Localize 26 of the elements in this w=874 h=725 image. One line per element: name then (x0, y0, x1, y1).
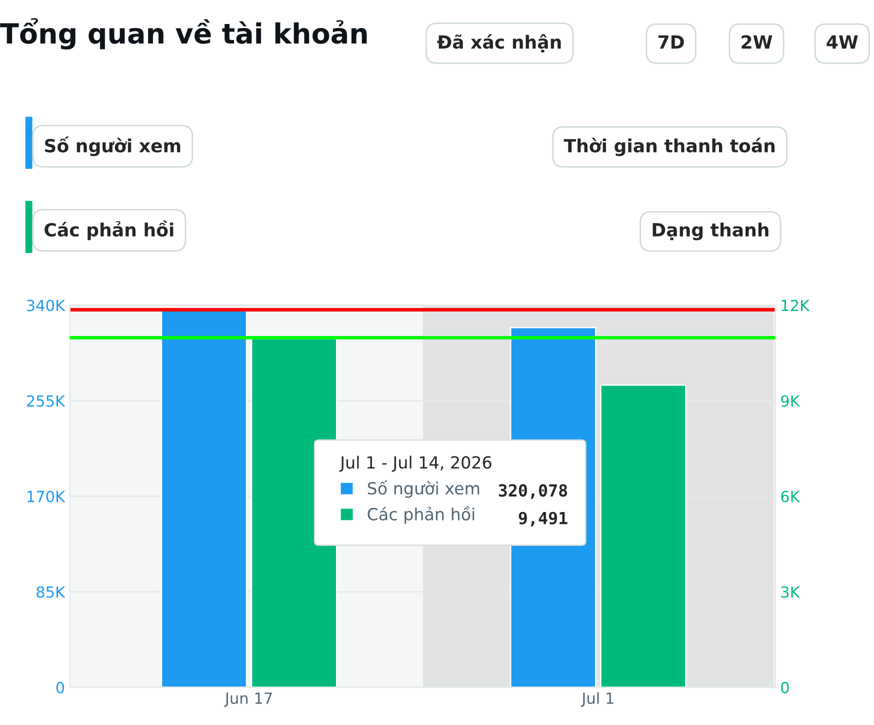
text: Thời gian thanh toán (564, 138, 775, 156)
annotation: 320,078 (498, 484, 568, 499)
chart-title: Tổng quan về tài khoản (0, 18, 367, 50)
text: Đã xác nhận (437, 34, 561, 52)
y-tick-label: 340K (27, 300, 66, 312)
text: 4W (826, 35, 858, 49)
y-tick-label: 0 (56, 682, 64, 694)
y2-tick-label: 3K (781, 586, 800, 598)
text: 2W (742, 35, 772, 49)
y-tick-label: 85K (36, 586, 66, 598)
legend-label: Số người xem (368, 480, 480, 498)
y2-tick-label: 6K (781, 490, 800, 502)
text: Số người xem (44, 136, 180, 156)
x-tick-label: Jun 17 (224, 692, 272, 707)
legend-title: Jul 1 - Jul 14, 2026 (339, 456, 492, 472)
y-tick-label: 170K (28, 490, 66, 502)
y-tick-label: 255K (27, 395, 66, 407)
annotation: 9,491 (518, 512, 568, 526)
text: Dạng thanh (652, 222, 768, 240)
y2-tick-label: 0 (781, 682, 789, 694)
text: 7D (658, 35, 684, 49)
text: Các phản hồi (44, 220, 174, 240)
x-tick-label: Jul 1 (580, 692, 614, 707)
y2-tick-label: 9K (781, 395, 800, 407)
y2-tick-label: 12K (782, 300, 810, 312)
legend-label: Các phản hồi (368, 506, 474, 524)
